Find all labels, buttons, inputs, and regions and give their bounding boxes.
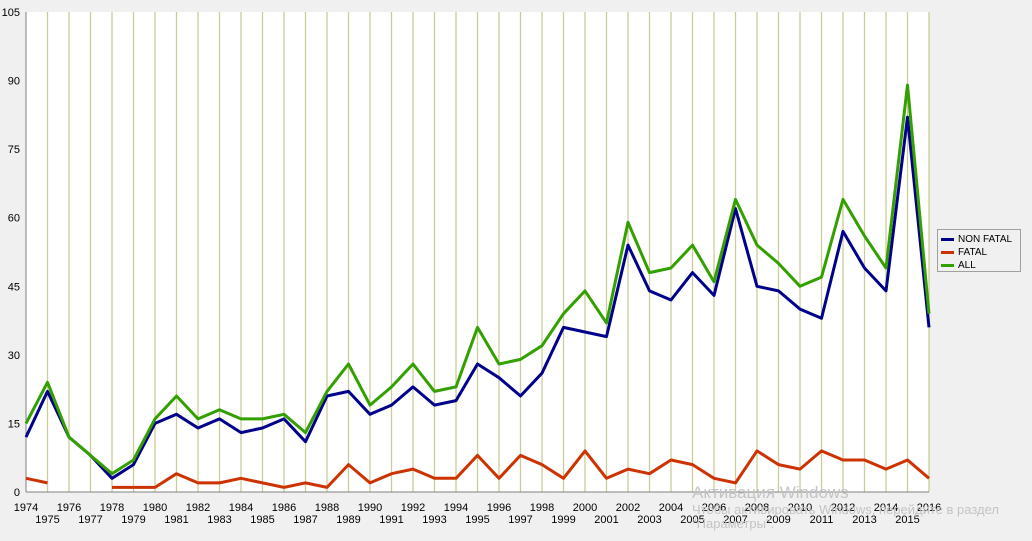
- watermark-title: Активация Windows: [692, 483, 849, 502]
- x-tick-label: 1993: [422, 514, 446, 526]
- x-tick-label: 1979: [121, 514, 145, 526]
- x-tick-labels: 1974197519761977197819791980198119821983…: [14, 502, 941, 526]
- x-tick-label: 1983: [207, 514, 231, 526]
- x-tick-label: 2001: [594, 514, 618, 526]
- series-lines: [24, 83, 931, 489]
- x-tick-label: 1978: [100, 502, 124, 514]
- x-tick-label: 1988: [315, 502, 339, 514]
- x-tick-label: 2002: [616, 502, 640, 514]
- legend: NON FATAL FATAL ALL: [937, 229, 1021, 272]
- x-tick-label: 1990: [358, 502, 382, 514]
- x-tick-label: 2015: [895, 514, 919, 526]
- legend-label-non-fatal: NON FATAL: [958, 234, 1013, 245]
- y-tick-label: 15: [8, 418, 20, 430]
- x-tick-label: 1977: [78, 514, 102, 526]
- legend-item-all: ALL: [941, 259, 1020, 272]
- series-line-all: [24, 83, 931, 476]
- x-tick-label: 2013: [852, 514, 876, 526]
- series-line-fatal: [112, 449, 930, 489]
- x-tick-label: 1974: [14, 502, 38, 514]
- legend-label-all: ALL: [958, 260, 976, 271]
- y-tick-labels: 0 15 30 45 60 75 90 105: [2, 7, 20, 499]
- x-tick-label: 1994: [444, 502, 468, 514]
- x-tick-label: 2004: [659, 502, 683, 514]
- x-tick-label: 1989: [336, 514, 360, 526]
- x-tick-label: 1992: [401, 502, 425, 514]
- grid-lines: [46, 12, 930, 492]
- series-line-fatal: [25, 476, 48, 485]
- x-tick-label: 1996: [487, 502, 511, 514]
- x-tick-label: 1975: [35, 514, 59, 526]
- legend-swatch-all: [941, 264, 954, 267]
- x-tick-label: 2009: [766, 514, 790, 526]
- x-tick-label: 2010: [788, 502, 812, 514]
- axes: [25, 12, 929, 493]
- x-tick-label: 1985: [250, 514, 274, 526]
- series-line-non-fatal: [24, 115, 931, 480]
- x-tick-label: 2011: [810, 514, 834, 526]
- x-tick-label: 1995: [465, 514, 489, 526]
- x-tick-label: 1998: [530, 502, 554, 514]
- activation-watermark: Активация Windows Чтобы активировать Win…: [692, 483, 1012, 532]
- y-tick-label: 60: [8, 213, 20, 225]
- x-tick-label: 1997: [508, 514, 532, 526]
- y-tick-label: 75: [8, 144, 20, 156]
- x-tick-label: 1987: [293, 514, 317, 526]
- y-tick-label: 105: [2, 7, 20, 19]
- x-tick-label: 2014: [874, 502, 898, 514]
- x-tick-label: 2003: [637, 514, 661, 526]
- legend-item-non-fatal: NON FATAL: [941, 233, 1020, 246]
- x-tick-label: 2000: [573, 502, 597, 514]
- x-tick-label: 2008: [745, 502, 769, 514]
- x-tick-label: 2012: [831, 502, 855, 514]
- legend-label-fatal: FATAL: [958, 247, 988, 258]
- x-tick-label: 1986: [272, 502, 296, 514]
- x-tick-label: 1999: [551, 514, 575, 526]
- x-tick-label: 2007: [723, 514, 747, 526]
- x-tick-label: 1980: [143, 502, 167, 514]
- x-tick-label: 1976: [57, 502, 81, 514]
- y-tick-label: 0: [14, 487, 20, 499]
- watermark-subtitle: Чтобы активировать Windows, перейдите в …: [692, 501, 999, 532]
- x-tick-label: 1984: [229, 502, 253, 514]
- x-tick-label: 1982: [186, 502, 210, 514]
- legend-swatch-fatal: [941, 251, 954, 254]
- x-tick-label: 1991: [379, 514, 403, 526]
- legend-item-fatal: FATAL: [941, 246, 1020, 259]
- x-tick-label: 2006: [702, 502, 726, 514]
- x-tick-label: 1981: [164, 514, 188, 526]
- x-tick-label: 2016: [917, 502, 941, 514]
- legend-swatch-non-fatal: [941, 238, 954, 241]
- y-tick-label: 30: [8, 350, 20, 362]
- y-tick-label: 90: [8, 76, 20, 88]
- x-tick-label: 2005: [680, 514, 704, 526]
- y-tick-label: 45: [8, 281, 20, 293]
